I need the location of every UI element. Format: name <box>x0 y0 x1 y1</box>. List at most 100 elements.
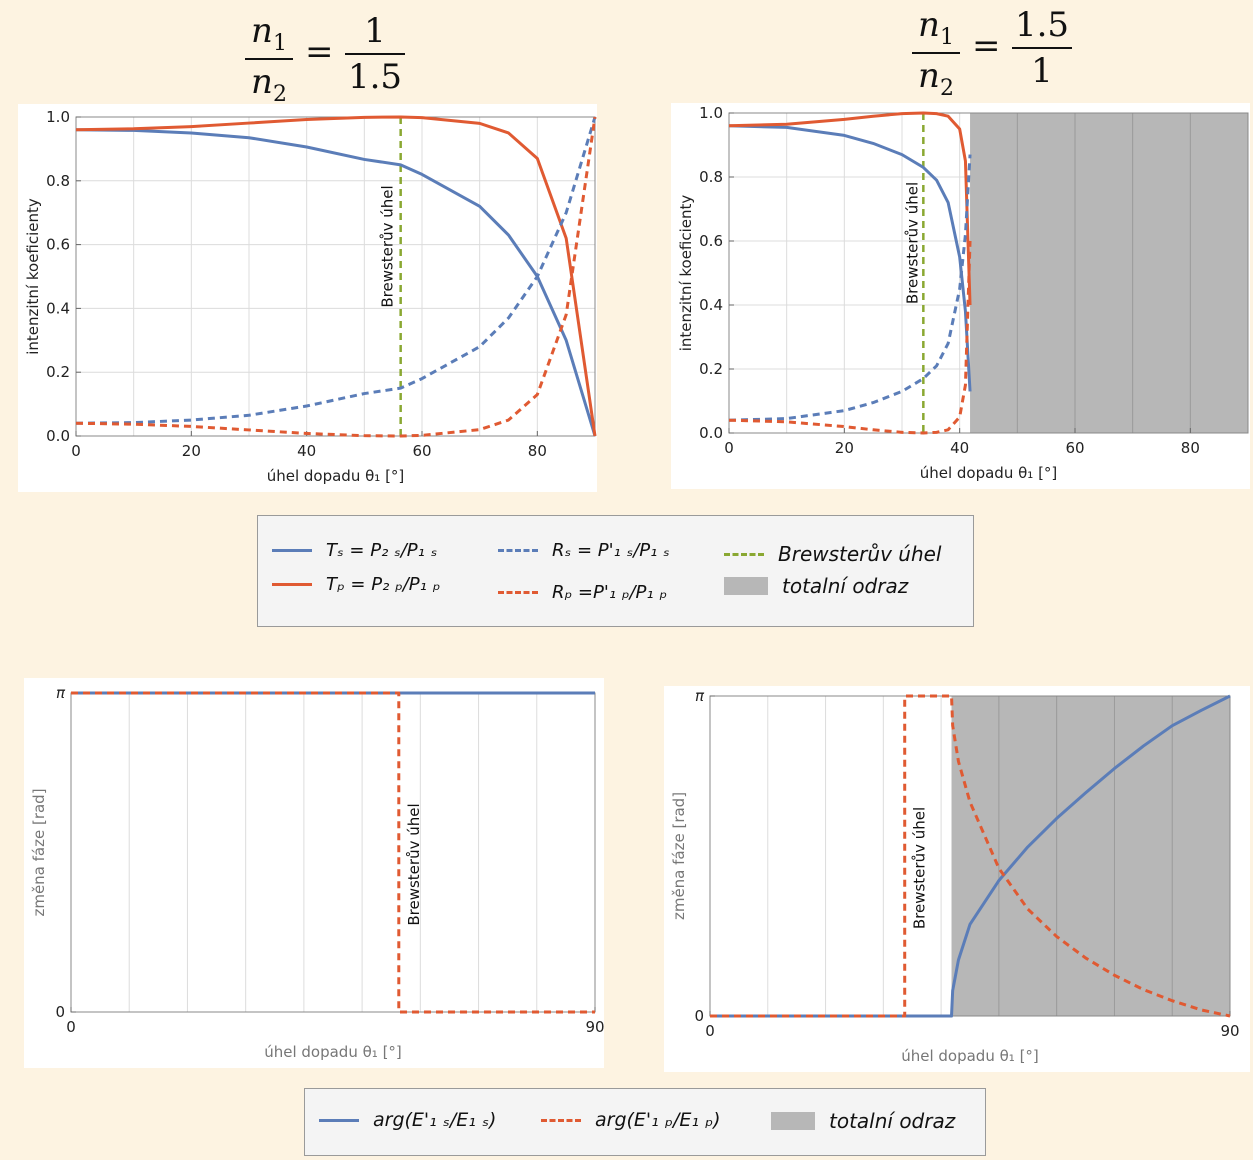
plot-frame <box>70 692 596 1013</box>
legend-item-Ts: Tₛ = P₂ ₛ/P₁ ₛ <box>272 540 437 561</box>
legend-phase: arg(E'₁ ₛ/E₁ ₛ) arg(E'₁ ₚ/E₁ ₚ) totalní … <box>304 1088 986 1156</box>
x-tick-label: 20 <box>835 439 854 457</box>
x-tick-label: 0 <box>66 1018 76 1036</box>
y-tick-label: 0.0 <box>46 427 70 445</box>
legend-intensity: Tₛ = P₂ ₛ/P₁ ₛ Tₚ = P₂ ₚ/P₁ ₚ Rₛ = P'₁ ₛ… <box>257 515 974 627</box>
series-line-4 <box>75 116 597 438</box>
y-tick-label: 0.0 <box>699 424 723 442</box>
chart-panel-phase-right: 0 90 0 π úhel dopadu θ₁ [°] změna fáze [rad] B… <box>664 686 1250 1072</box>
intensity-chart-left: 0 20 40 60 80 0.0 0.2 0.4 0.6 0.8 1.0 úhel dopadu θ… <box>24 108 597 485</box>
x-tick-label: 0 <box>71 442 81 460</box>
x-tick-label: 0 <box>705 1022 715 1040</box>
plot-frame <box>709 695 1231 1017</box>
y-axis-label: intenzitní koeficienty <box>677 195 695 352</box>
title-left-n1-sub: 1 <box>272 31 287 56</box>
title-left-den: 1.5 <box>347 57 403 97</box>
legend-label-phase-s: arg(E'₁ ₛ/E₁ ₛ) <box>373 1109 497 1131</box>
legend-swatch-Tp <box>272 583 312 586</box>
x-axis-label: úhel dopadu θ₁ [°] <box>264 1043 402 1061</box>
title-left-eq: = <box>305 32 334 72</box>
legend-item-Rs: Rₛ = P'₁ ₛ/P₁ ₛ <box>498 540 670 561</box>
y-tick-label: 0.8 <box>699 168 723 186</box>
series-line-2 <box>75 115 597 437</box>
title-right-eq: = <box>972 26 1001 66</box>
y-tick-label: π <box>56 684 66 702</box>
title-right-n1: n <box>918 5 940 45</box>
x-tick-label: 60 <box>412 442 431 460</box>
brewster-annotation: Brewsterův úhel <box>379 185 397 307</box>
y-tick-label: 0.2 <box>46 363 70 381</box>
legend-label-Rp: Rₚ =P'₁ ₚ/P₁ ₚ <box>552 582 668 603</box>
brewster-annotation: Brewsterův úhel <box>911 807 929 929</box>
y-axis-label: změna fáze [rad] <box>670 792 688 920</box>
plot-frame <box>75 116 596 437</box>
series-line-2 <box>710 694 1231 1018</box>
title-left-n1: n <box>251 11 273 51</box>
title-right-n2-sub: 2 <box>939 76 954 101</box>
y-tick-label: 0.4 <box>699 296 723 314</box>
legend-item-Tp: Tₚ = P₂ ₚ/P₁ ₚ <box>272 574 440 595</box>
legend-label-phase-p: arg(E'₁ ₚ/E₁ ₚ) <box>595 1109 721 1131</box>
legend-swatch-brewster <box>724 552 764 556</box>
legend-item-phase-s: arg(E'₁ ₛ/E₁ ₛ) <box>319 1109 496 1131</box>
x-tick-label: 40 <box>950 439 969 457</box>
series-line-2 <box>71 691 595 1014</box>
series-line-1 <box>710 694 1231 1018</box>
series-line-1 <box>728 124 972 392</box>
y-tick-label: 0.6 <box>46 236 70 254</box>
legend-swatch-Rp <box>498 591 538 594</box>
x-axis-label: úhel dopadu θ₁ [°] <box>267 467 405 485</box>
x-tick-label: 90 <box>585 1018 604 1036</box>
legend-swatch-Rs <box>498 549 538 552</box>
x-tick-label: 80 <box>1181 439 1200 457</box>
series-line-2 <box>728 111 972 306</box>
legend-item-total: totalní odraz <box>724 574 908 598</box>
legend-item-phase-p: arg(E'₁ ₚ/E₁ ₚ) <box>541 1109 721 1131</box>
y-tick-label: 0.6 <box>699 232 723 250</box>
total-reflection-region <box>951 696 1230 1016</box>
brewster-annotation: Brewsterův úhel <box>405 803 423 925</box>
y-tick-label: π <box>695 687 705 705</box>
intensity-chart-right: 0 20 40 60 80 0.0 0.2 0.4 0.6 0.8 1.0 úhel dopadu θ… <box>677 104 1249 482</box>
legend-item-Rp: Rₚ =P'₁ ₚ/P₁ ₚ <box>498 582 667 603</box>
title-right-n2: n <box>918 56 940 96</box>
title-left-num: 1 <box>364 11 386 51</box>
plot-frame <box>728 112 1249 434</box>
legend-swatch-total <box>724 577 768 595</box>
series-line-1 <box>75 128 597 437</box>
y-tick-label: 1.0 <box>699 104 723 122</box>
legend-label-Tp: Tₚ = P₂ ₚ/P₁ ₚ <box>326 574 441 595</box>
title-right-den: 1 <box>1031 51 1053 91</box>
y-tick-label: 1.0 <box>46 108 70 126</box>
brewster-annotation: Brewsterův úhel <box>903 182 921 304</box>
legend-swatch-phase-total <box>771 1112 815 1130</box>
legend-label-Ts: Tₛ = P₂ ₛ/P₁ ₛ <box>326 540 438 561</box>
y-tick-label: 0.4 <box>46 299 70 317</box>
phase-chart-left: 0 90 0 π úhel dopadu θ₁ [°] změna fáze [rad] B… <box>30 684 605 1061</box>
series-line-4 <box>728 240 972 435</box>
legend-label-Rs: Rₛ = P'₁ ₛ/P₁ ₛ <box>552 540 670 561</box>
x-tick-label: 20 <box>182 442 201 460</box>
y-tick-label: 0 <box>694 1007 704 1025</box>
y-axis-label: změna fáze [rad] <box>30 788 48 916</box>
x-axis-label: úhel dopadu θ₁ [°] <box>920 464 1058 482</box>
title-right-num: 1.5 <box>1014 5 1070 45</box>
x-tick-label: 0 <box>724 439 734 457</box>
y-tick-label: 0.2 <box>699 360 723 378</box>
phase-chart-right: 0 90 0 π úhel dopadu θ₁ [°] změna fáze [rad] B… <box>670 687 1240 1065</box>
y-axis-label: intenzitní koeficienty <box>24 198 42 355</box>
chart-panel-intensity-right: 0 20 40 60 80 0.0 0.2 0.4 0.6 0.8 1.0 úhel dopadu θ… <box>671 103 1250 489</box>
x-axis-label: úhel dopadu θ₁ [°] <box>901 1047 1039 1065</box>
series-line-3 <box>75 116 597 425</box>
title-left-n2-sub: 2 <box>272 82 287 107</box>
x-tick-label: 90 <box>1220 1022 1239 1040</box>
y-tick-label: 0 <box>55 1003 65 1021</box>
series-line-3 <box>728 154 972 422</box>
legend-swatch-phase-p <box>541 1118 581 1122</box>
legend-swatch-Ts <box>272 549 312 552</box>
x-tick-label: 80 <box>528 442 547 460</box>
y-tick-label: 0.8 <box>46 172 70 190</box>
legend-item-brewster: Brewsterův úhel <box>724 542 941 566</box>
x-tick-label: 60 <box>1065 439 1084 457</box>
legend-swatch-phase-s <box>319 1118 359 1122</box>
